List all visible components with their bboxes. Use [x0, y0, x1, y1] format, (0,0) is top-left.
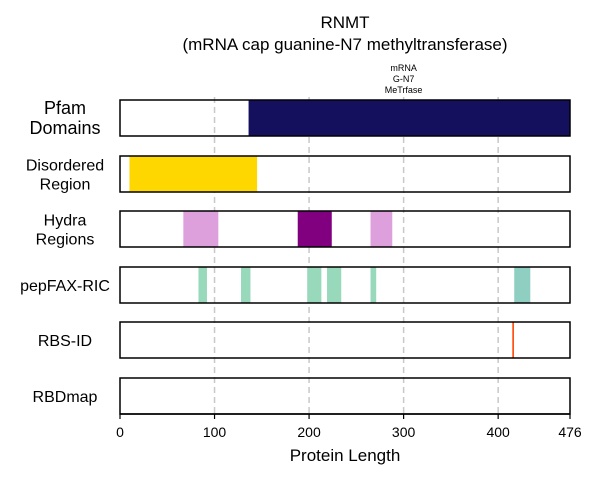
x-tick-label-300: 300: [392, 424, 416, 440]
x-tick-label-0: 0: [116, 424, 124, 440]
track-1: Pfam Domains mRNA G-N7 MeTrfase: [29, 63, 571, 138]
track-4-segment-6: [514, 267, 531, 303]
track-4-label: pepFAX-RIC: [20, 278, 110, 295]
track-5-frame: [119, 321, 571, 359]
track-3-segment-2: [297, 211, 332, 247]
track-1-frame: [119, 99, 571, 137]
track-2-label: Disordered Region: [26, 158, 104, 194]
x-tick-label-476: 476: [558, 424, 582, 440]
x-axis-title: Protein Length: [290, 446, 401, 465]
x-axis: 0 100 200 300 400 476: [116, 413, 582, 440]
track-4-segment-3: [307, 267, 322, 303]
track-2-frame: [119, 155, 571, 193]
track-6-label: RBDmap: [33, 389, 98, 406]
track-3-segment-3: [370, 211, 393, 247]
track-4-segment-1: [198, 267, 207, 303]
track-3-label: Hydra Regions: [36, 213, 95, 249]
track-1-label: Pfam Domains: [29, 98, 100, 138]
x-tick-label-400: 400: [486, 424, 510, 440]
chart-title: RNMT: [320, 13, 369, 32]
track-2: Disordered Region: [26, 156, 258, 194]
track-1-annotation: mRNA G-N7 MeTrfase: [385, 63, 423, 95]
track-2-segment-1: [129, 156, 258, 192]
track-3-frame: [119, 210, 571, 248]
track-3-segment-1: [183, 211, 219, 247]
grid-layer: [213, 97, 499, 414]
track-5: RBS-ID: [38, 322, 514, 358]
track-1-segment-1: [248, 100, 571, 136]
track-4: pepFAX-RIC: [20, 267, 531, 303]
track-4-frame: [119, 266, 571, 304]
track-3: Hydra Regions: [36, 211, 393, 249]
tracks-layer: Pfam Domains mRNA G-N7 MeTrfase Disordered Reg…: [20, 63, 571, 415]
x-tick-label-100: 100: [203, 424, 227, 440]
track-5-segment-1: [512, 322, 514, 358]
track-5-label: RBS-ID: [38, 333, 92, 350]
track-4-segment-5: [370, 267, 377, 303]
chart-subtitle: (mRNA cap guanine-N7 methyltransferase): [182, 35, 507, 54]
x-tick-label-200: 200: [297, 424, 321, 440]
track-6-frame: [119, 377, 571, 415]
track-6: RBDmap: [33, 389, 98, 406]
track-4-segment-2: [241, 267, 251, 303]
track-4-segment-4: [327, 267, 342, 303]
